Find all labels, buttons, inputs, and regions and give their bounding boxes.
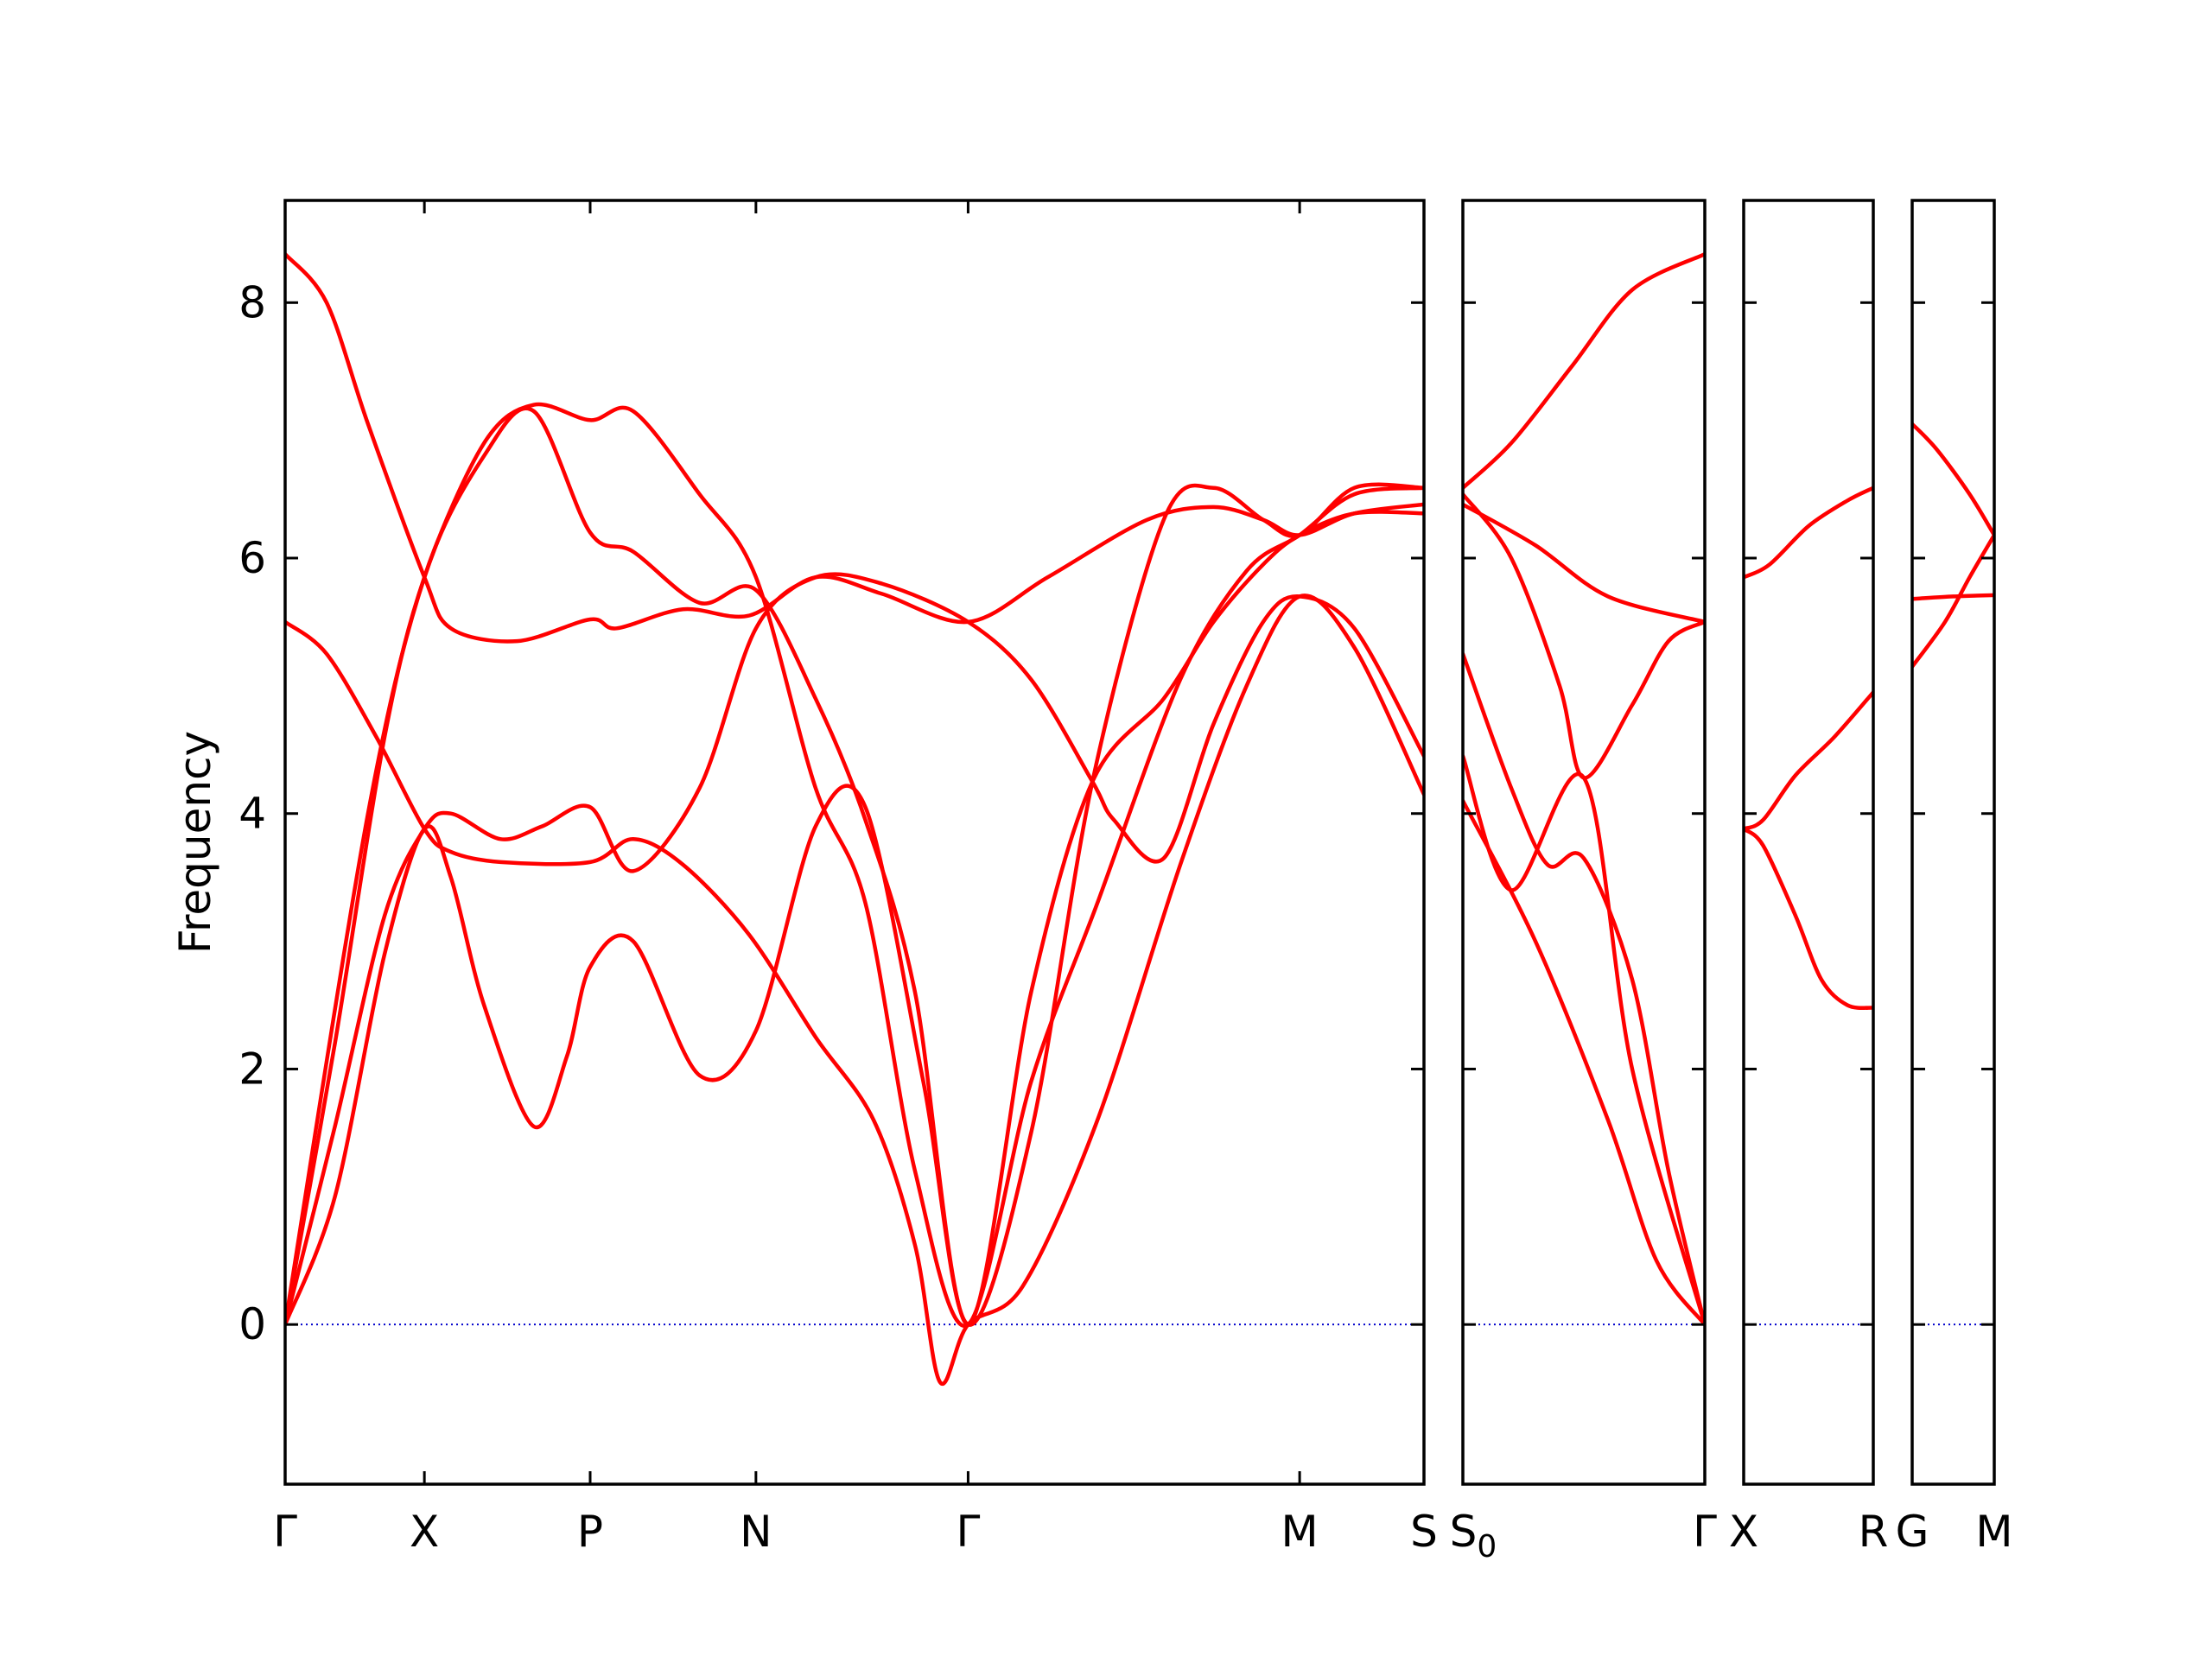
x-tick-label: X — [1729, 1507, 1758, 1557]
x-tick-label: X — [410, 1507, 439, 1557]
band-line-2-1 — [1744, 690, 1873, 831]
x-tick-label: Γ — [956, 1507, 980, 1557]
x-tick-label: S0 — [1450, 1507, 1497, 1565]
band-line-2-0 — [1744, 486, 1873, 580]
band-line-1-1 — [1463, 502, 1705, 625]
x-tick-label: G — [1896, 1507, 1929, 1557]
band-line-0-1 — [285, 593, 1424, 1387]
band-line-1-2 — [1463, 492, 1705, 780]
band-line-3-1 — [1912, 593, 1994, 601]
band-line-2-2 — [1744, 827, 1873, 1011]
band-line-0-0 — [285, 251, 1424, 644]
band-line-1-0 — [1463, 251, 1705, 490]
band-line-3-2 — [1912, 533, 1994, 669]
y-tick-label: 2 — [238, 1044, 266, 1094]
x-tick-label: S — [1410, 1507, 1438, 1557]
x-tick-label: M — [1975, 1507, 2012, 1557]
x-tick-label: R — [1859, 1507, 1889, 1557]
x-tick-label: N — [740, 1507, 772, 1557]
y-tick-label: 8 — [238, 277, 266, 327]
y-tick-label: 0 — [238, 1299, 266, 1349]
x-tick-label: P — [577, 1507, 603, 1557]
y-axis-title: Frequency — [170, 731, 220, 954]
band-line-0-4 — [285, 402, 1424, 1329]
panel-frame — [1742, 199, 1875, 1486]
y-tick-label: 4 — [238, 789, 266, 839]
band-line-0-3 — [285, 482, 1424, 1327]
band-line-1-3 — [1463, 651, 1705, 1327]
x-tick-label: M — [1281, 1507, 1319, 1557]
band-line-0-5 — [285, 406, 1424, 1327]
band-line-3-0 — [1912, 422, 1994, 537]
x-tick-label: Γ — [273, 1507, 297, 1557]
panel-frame — [283, 199, 1426, 1486]
band-line-1-5 — [1463, 798, 1705, 1327]
panel-frame — [1910, 199, 1996, 1486]
panel-frame — [1461, 199, 1707, 1486]
x-tick-label: Γ — [1693, 1507, 1717, 1557]
y-tick-label: 6 — [238, 533, 266, 583]
band-line-1-4 — [1463, 753, 1705, 1327]
band-line-0-2 — [285, 572, 1424, 1327]
